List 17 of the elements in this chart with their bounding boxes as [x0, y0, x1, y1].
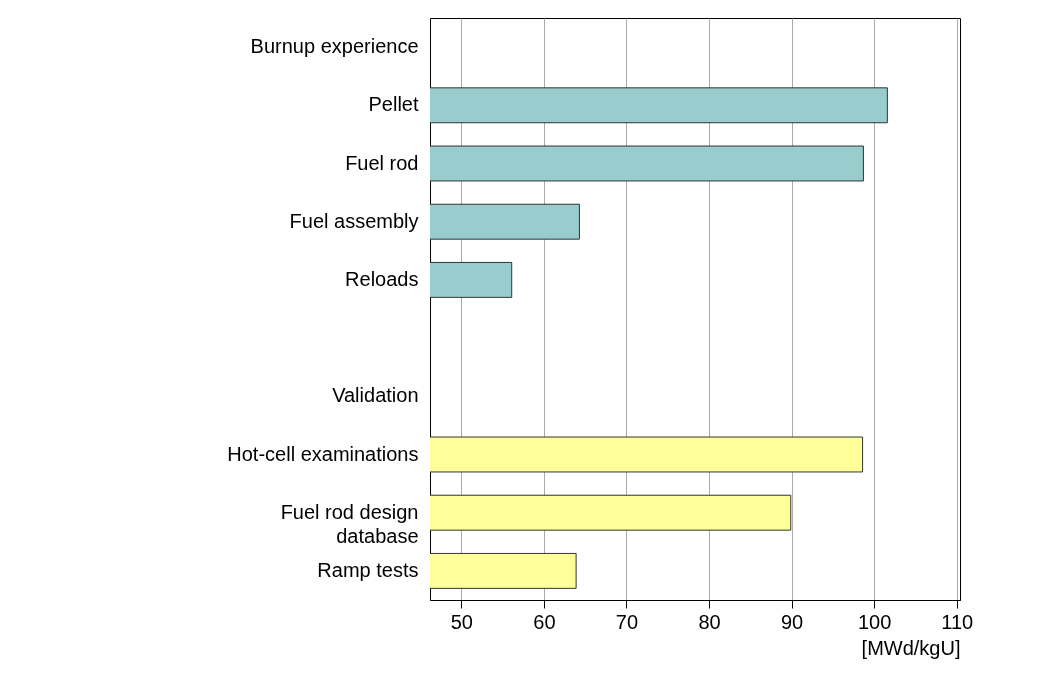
y-tick-label: Pellet — [368, 93, 419, 116]
x-tick-label: 110 — [941, 610, 974, 633]
y-tick-label: Burnup experience — [250, 35, 419, 58]
y-tick-label: Fuel rod — [345, 151, 419, 174]
x-tick-label: 60 — [533, 610, 556, 633]
y-tick-label: Fuel assembly — [289, 209, 419, 232]
y-tick-label: Ramp tests — [317, 558, 419, 581]
y-tick-label: Hot-cell examinations — [227, 442, 419, 465]
x-tick-label: 90 — [780, 610, 804, 633]
x-tick-label: 70 — [615, 610, 639, 633]
x-axis-title: [MWd/kgU] — [861, 636, 961, 659]
x-tick-label: 80 — [698, 610, 721, 633]
y-tick-label: Reloads — [345, 267, 419, 290]
y-tick-label: Validation — [332, 384, 419, 407]
y-tick-label: Fuel rod design database — [280, 500, 419, 547]
x-tick-label: 50 — [450, 610, 473, 633]
x-tick-label: 100 — [857, 610, 892, 633]
